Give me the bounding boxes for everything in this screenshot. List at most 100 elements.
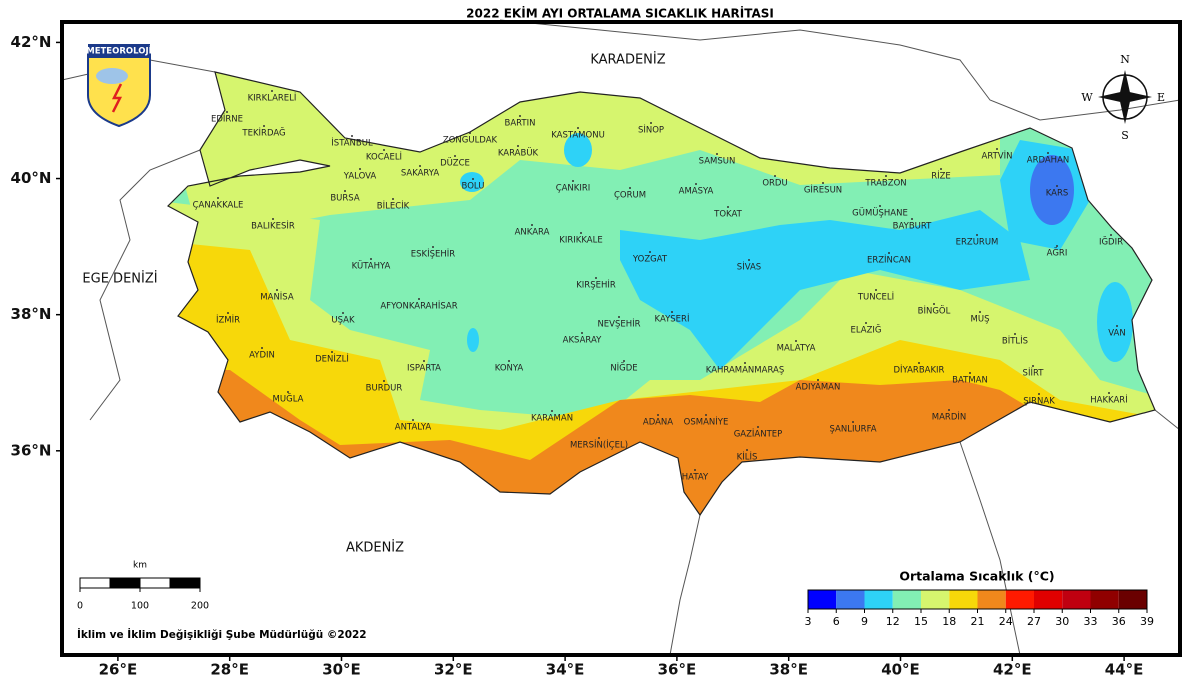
sea-label: EGE DENİZİ [82, 271, 157, 287]
province-point [746, 449, 748, 451]
province-point [649, 251, 651, 253]
province-point [911, 218, 913, 220]
province-point [344, 190, 346, 192]
province-point [412, 419, 414, 421]
province-point [976, 234, 978, 236]
legend-swatch [1062, 590, 1091, 609]
province-point [519, 115, 521, 117]
province-label: GAZİANTEP [734, 429, 783, 440]
province-label: OSMANİYE [684, 417, 729, 428]
province-label: SAMSUN [699, 157, 736, 167]
legend-swatch [892, 590, 921, 609]
legend-swatch [1005, 590, 1034, 609]
province-point [1116, 325, 1118, 327]
province-point [940, 168, 942, 170]
province-label: ISPARTA [407, 364, 441, 374]
province-point [227, 312, 229, 314]
province-point [531, 224, 533, 226]
logo-cloud [96, 68, 128, 84]
province-label: KARABÜK [498, 148, 539, 159]
province-point [727, 206, 729, 208]
legend-tick-label: 6 [833, 615, 840, 628]
zone-9-12 [564, 133, 592, 167]
lon-label: 36°E [658, 661, 697, 679]
legend-swatch [1090, 590, 1119, 609]
compass-s: S [1121, 129, 1129, 142]
province-label: ORDU [762, 179, 787, 189]
compass-w: W [1081, 91, 1093, 104]
province-label: ADIYAMAN [796, 383, 841, 393]
scale-segment [139, 577, 171, 589]
province-label: KOCAELİ [366, 152, 402, 163]
province-label: AĞRI [1047, 247, 1068, 259]
province-label: BİTLİS [1002, 336, 1028, 347]
province-label: GÜMÜŞHANE [852, 208, 908, 219]
province-point [918, 362, 920, 364]
province-point [705, 414, 707, 416]
province-label: DİYARBAKIR [894, 365, 945, 376]
footer: İklim ve İklim Değişikliği Şube Müdürlüğ… [77, 627, 367, 641]
legend-swatch [836, 590, 865, 609]
province-label: ZONGULDAK [443, 136, 498, 146]
legend-tick-label: 21 [971, 615, 985, 628]
legend-swatch [1118, 590, 1147, 609]
province-label: KIRIKKALE [559, 236, 602, 246]
province-point [817, 379, 819, 381]
province-label: BİLECİK [377, 201, 410, 212]
legend-tick-label: 27 [1027, 615, 1041, 628]
province-point [671, 311, 673, 313]
scale-label: 100 [131, 601, 149, 612]
legend-tick-label: 18 [942, 615, 956, 628]
lon-label: 28°E [210, 661, 249, 679]
province-point [623, 360, 625, 362]
zone-9-12 [620, 210, 1030, 370]
province-point [629, 187, 631, 189]
province-point [822, 182, 824, 184]
province-label: TEKİRDAĞ [241, 127, 285, 139]
lat-label: 38°N [11, 305, 52, 323]
province-point [1047, 152, 1049, 154]
province-label: BALIKESİR [251, 221, 295, 232]
province-point [996, 148, 998, 150]
province-label: VAN [1108, 329, 1125, 339]
province-point [261, 347, 263, 349]
scale-segment [169, 577, 201, 589]
legend-swatch [1034, 590, 1063, 609]
province-label: AKSARAY [563, 336, 602, 346]
province-point [263, 125, 265, 127]
province-point [370, 258, 372, 260]
province-label: ŞIRNAK [1023, 397, 1055, 407]
legend-tick-label: 33 [1084, 615, 1098, 628]
province-point [581, 332, 583, 334]
lon-label: 26°E [99, 661, 138, 679]
province-label: ANKARA [515, 228, 550, 238]
province-point [595, 277, 597, 279]
province-label: İSTANBUL [331, 138, 373, 149]
province-point [226, 111, 228, 113]
legend-tick-label: 3 [805, 615, 812, 628]
legend-swatch [949, 590, 978, 609]
province-label: ARDAHAN [1027, 156, 1070, 166]
legend-title: Ortalama Sıcaklık (°C) [899, 569, 1054, 584]
province-point [418, 298, 420, 300]
province-point [1032, 365, 1034, 367]
province-label: ARTVİN [982, 151, 1013, 162]
province-point [342, 312, 344, 314]
zone-9-12 [1097, 282, 1133, 362]
province-label: KONYA [495, 364, 524, 374]
province-point [580, 232, 582, 234]
province-point [650, 122, 652, 124]
province-label: BARTIN [505, 119, 536, 129]
province-label: AMASYA [679, 187, 714, 197]
province-label: BAYBURT [893, 222, 933, 232]
legend-tick-label: 15 [914, 615, 928, 628]
lon-label: 40°E [881, 661, 920, 679]
lat-label: 40°N [11, 169, 52, 187]
logo: METEOROLOJİ [86, 44, 152, 128]
province-point [1056, 185, 1058, 187]
province-label: KARAMAN [531, 414, 573, 424]
province-point [1038, 393, 1040, 395]
province-point [469, 132, 471, 134]
zone-6-9 [1030, 155, 1074, 225]
province-label: HATAY [682, 473, 709, 483]
